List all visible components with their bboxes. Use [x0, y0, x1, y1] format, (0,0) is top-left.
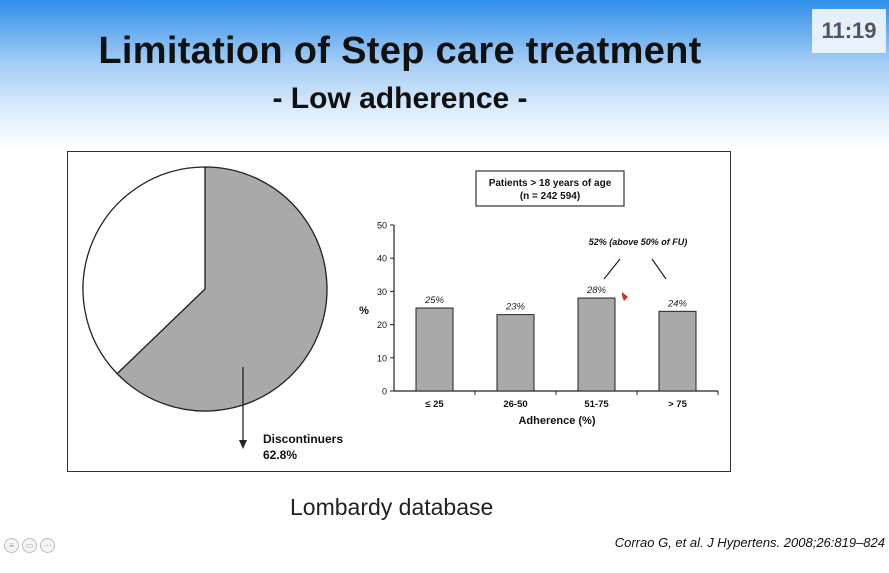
bar	[415, 307, 454, 392]
figure-svg: Discontinuers 62.8% Patients > 18 years …	[82, 166, 719, 462]
bar	[658, 310, 697, 392]
citation: Corrao G, et al. J Hypertens. 2008;26:81…	[614, 535, 885, 550]
bar-value-label: 23%	[505, 302, 526, 313]
figure-caption: Lombardy database	[290, 494, 494, 520]
bar-annotation-line-right	[651, 258, 667, 280]
bar-x-axis-label: Adherence (%)	[518, 415, 595, 427]
bar-value-label: 24%	[667, 298, 688, 309]
pie-annotation-label: Discontinuers	[263, 432, 343, 446]
bar-annotation: 52% (above 50% of FU)	[589, 237, 688, 247]
y-tick-label: 40	[377, 254, 387, 264]
y-tick-label: 10	[377, 353, 387, 363]
figure-panel: Discontinuers 62.8% Patients > 18 years …	[67, 151, 731, 472]
y-tick-label: 30	[377, 287, 387, 297]
bar	[577, 297, 616, 392]
slide-subtitle: - Low adherence -	[272, 82, 528, 115]
population-box	[475, 170, 625, 207]
menu-icon[interactable]: ≡	[4, 538, 19, 553]
y-tick-label: 50	[377, 221, 387, 231]
bar-annotation-line-left	[603, 258, 621, 280]
pointer-cursor-icon	[622, 292, 628, 301]
slide-title: Limitation of Step care treatment	[98, 30, 702, 72]
x-tick-label: ≤ 25	[425, 399, 444, 410]
pie-slice-0	[116, 166, 328, 412]
population-box-line1: Patients > 18 years of age	[489, 178, 612, 189]
x-tick-label: 26-50	[503, 399, 527, 410]
y-tick-label: 20	[377, 320, 387, 330]
bar-chart: 0 10 20 30 40 50 25% ≤ 25 23% 26-50 28% 51-75 24% > 7…	[377, 221, 719, 410]
pie-slice-1	[82, 166, 206, 375]
population-box-line2: (n = 242 594)	[520, 191, 580, 202]
bar-y-axis-label: %	[359, 305, 369, 317]
timer-display: 11:19	[812, 9, 886, 53]
bar	[496, 314, 535, 392]
bar-value-label: 25%	[424, 295, 445, 306]
more-icon[interactable]: ⋯	[40, 538, 55, 553]
pie-annotation-value: 62.8%	[263, 448, 297, 462]
pie-chart	[82, 166, 328, 412]
x-tick-label: > 75	[668, 399, 687, 410]
camera-icon[interactable]: ▭	[22, 538, 37, 553]
bar-value-label: 28%	[586, 285, 607, 296]
player-controls: ≡ ▭ ⋯	[4, 538, 55, 553]
x-tick-label: 51-75	[584, 399, 609, 410]
y-tick-label: 0	[382, 387, 387, 397]
pie-annotation-arrowhead	[239, 440, 247, 449]
